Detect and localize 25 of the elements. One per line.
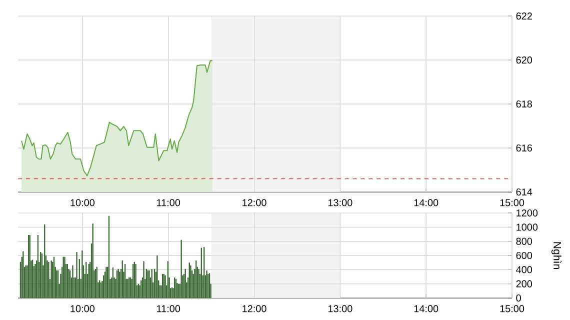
y-tick-label: 1000 bbox=[516, 224, 538, 231]
y-tick-label: 400 bbox=[516, 266, 532, 274]
y-tick-label: 618 bbox=[516, 100, 532, 108]
y-tick-label: 622 bbox=[516, 12, 532, 20]
x-tick-label: 12:00 bbox=[242, 199, 266, 206]
x-tick-label: 15:00 bbox=[500, 199, 524, 206]
x-tick-label: 11:00 bbox=[157, 305, 180, 312]
x-tick-label: 13:00 bbox=[328, 305, 352, 312]
y-tick-label: 616 bbox=[516, 144, 532, 152]
y-tick-label: 620 bbox=[516, 56, 532, 64]
y-tick-label: 200 bbox=[516, 280, 532, 288]
y-tick-label: 800 bbox=[516, 238, 532, 245]
x-tick-label: 13:00 bbox=[328, 199, 352, 206]
y-tick-label: 614 bbox=[516, 188, 532, 196]
y-axis-title: Nghìn bbox=[551, 242, 562, 269]
x-tick-label: 10:00 bbox=[70, 305, 95, 312]
y-tick-label: 600 bbox=[516, 252, 532, 260]
x-tick-label: 14:00 bbox=[414, 199, 438, 206]
x-tick-label: 11:00 bbox=[157, 199, 180, 206]
x-tick-label: 12:00 bbox=[242, 305, 266, 312]
y-tick-label: 1200 bbox=[516, 209, 538, 217]
x-tick-label: 14:00 bbox=[414, 305, 438, 312]
y-tick-label: 0 bbox=[516, 294, 521, 302]
x-tick-label: 15:00 bbox=[500, 305, 524, 312]
x-tick-label: 10:00 bbox=[70, 199, 95, 206]
